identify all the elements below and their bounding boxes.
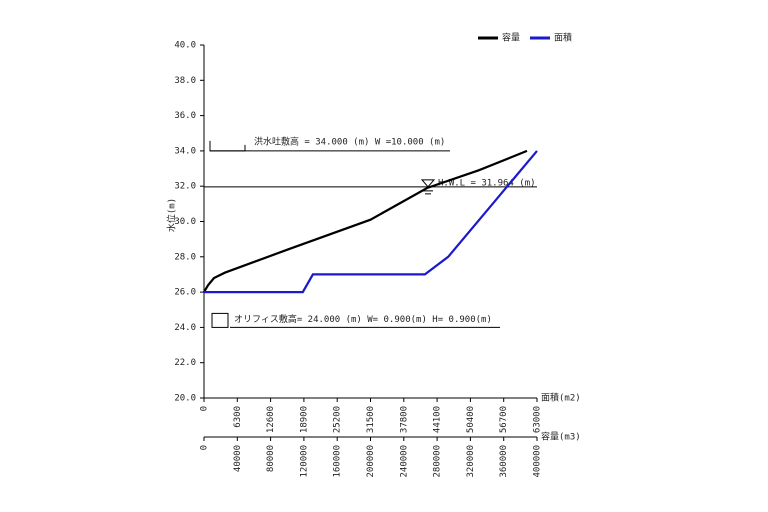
- x-axis-label: 面積(m2): [541, 392, 581, 404]
- x2-axis-label: 容量(m3): [541, 431, 581, 443]
- y-tick-label: 24.0: [174, 323, 196, 333]
- x-tick-label: 240000: [399, 445, 409, 478]
- legend-label: 面積: [554, 32, 572, 44]
- x-tick-label: 0: [200, 445, 210, 450]
- x-tick-label: 31500: [366, 406, 376, 433]
- x-tick-label: 0: [200, 406, 210, 411]
- y-tick-label: 36.0: [174, 111, 196, 121]
- series-line: [203, 149, 528, 293]
- series-line: [204, 150, 538, 294]
- x-tick-label: 25200: [333, 406, 343, 433]
- spillway-label: 洪水吐敷高 = 34.000 (m) W =10.000 (m): [254, 135, 445, 147]
- x-tick-label: 360000: [499, 445, 509, 478]
- y-tick-label: 30.0: [174, 217, 196, 227]
- x-tick-label: 280000: [433, 445, 443, 478]
- x-tick-label: 320000: [466, 445, 476, 478]
- x-tick-label: 120000: [299, 445, 309, 478]
- y-tick-label: 32.0: [174, 182, 196, 192]
- y-tick-label: 22.0: [174, 358, 196, 368]
- y-tick-label: 34.0: [174, 146, 196, 156]
- y-axis-label: 水位(m): [166, 198, 178, 232]
- x-tick-label: 56700: [499, 406, 509, 433]
- x-tick-label: 80000: [266, 445, 276, 472]
- spillway-marker: [209, 140, 246, 152]
- x-tick-label: 37800: [399, 406, 409, 433]
- y-tick-label: 38.0: [174, 76, 196, 86]
- x-tick-label: 63000: [533, 406, 543, 433]
- x-tick-label: 40000: [233, 445, 243, 472]
- x-tick-label: 44100: [433, 406, 443, 433]
- y-tick-label: 40.0: [174, 41, 196, 51]
- y-tick-label: 26.0: [174, 288, 196, 298]
- y-tick-label: 20.0: [174, 394, 196, 404]
- orifice-label: オリフィス敷高= 24.000 (m) W= 0.900(m) H= 0.900…: [234, 313, 492, 325]
- orifice-marker: [211, 312, 229, 328]
- x-tick-label: 6300: [233, 406, 243, 428]
- y-tick-label: 28.0: [174, 252, 196, 262]
- x-tick-label: 50400: [466, 406, 476, 433]
- x-tick-label: 18900: [299, 406, 309, 433]
- x-tick-label: 400000: [533, 445, 543, 478]
- x-tick-label: 12600: [266, 406, 276, 433]
- legend-label: 容量: [502, 32, 520, 44]
- x-tick-label: 160000: [333, 445, 343, 478]
- x-tick-label: 200000: [366, 445, 376, 478]
- hwl-symbol: [420, 179, 436, 195]
- hwl-label: H.W.L = 31.964 (m): [438, 178, 536, 188]
